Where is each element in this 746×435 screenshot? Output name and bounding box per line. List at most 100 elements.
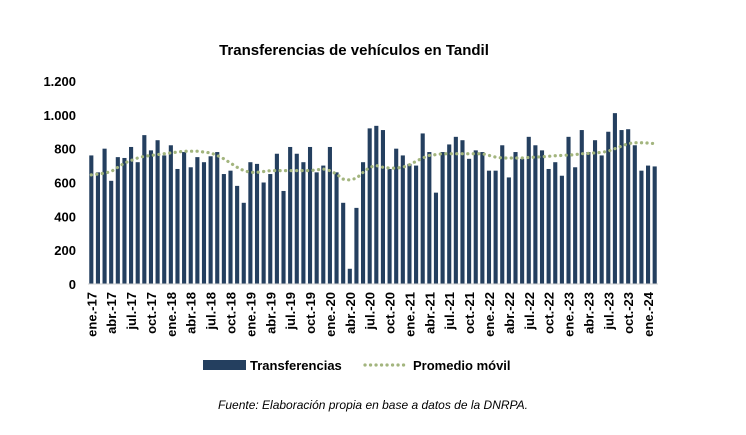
- bar: [407, 163, 412, 284]
- bar: [307, 146, 313, 284]
- bar: [241, 202, 246, 284]
- bar: [447, 144, 452, 284]
- bar: [115, 157, 120, 285]
- y-tick-label: 200: [54, 243, 76, 258]
- bar: [195, 157, 200, 285]
- bar: [361, 162, 366, 284]
- bar: [592, 140, 598, 284]
- bar: [248, 162, 253, 284]
- bar: [228, 170, 233, 284]
- x-tick-label: ene.-19: [243, 292, 258, 337]
- x-tick-label: oct.-23: [621, 292, 636, 334]
- bar: [612, 113, 617, 284]
- bar: [221, 174, 226, 284]
- x-tick-label: oct.-18: [224, 292, 239, 334]
- bar: [102, 148, 107, 284]
- x-tick-label: jul.-23: [601, 292, 616, 331]
- bar: [301, 162, 306, 284]
- bar: [500, 145, 505, 284]
- bar: [89, 155, 94, 284]
- bar: [380, 130, 385, 284]
- bar: [433, 192, 439, 284]
- source-note: Fuente: Elaboración propia en base a dat…: [218, 398, 528, 412]
- bar: [420, 133, 425, 284]
- x-tick-label: oct.-19: [303, 292, 318, 334]
- bar: [553, 162, 558, 284]
- legend-label-promedio-movil: Promedio móvil: [413, 358, 511, 373]
- bar: [201, 162, 207, 284]
- x-tick-label: jul.-20: [363, 292, 378, 331]
- bar: [327, 146, 332, 284]
- x-tick-label: abr.-18: [184, 292, 199, 334]
- x-tick-label: oct.-22: [542, 292, 557, 334]
- x-tick-label: ene.-21: [402, 292, 417, 337]
- bar: [453, 136, 458, 284]
- bar: [559, 175, 564, 284]
- x-tick-label: ene.-22: [482, 292, 497, 337]
- x-tick-label: abr.-22: [502, 292, 517, 334]
- bar: [142, 135, 147, 284]
- bar: [347, 268, 352, 284]
- legend: Transferencias Promedio móvil: [203, 358, 511, 373]
- bar: [334, 172, 339, 284]
- bar: [639, 170, 644, 284]
- x-tick-label: abr.-17: [104, 292, 119, 334]
- bar: [135, 162, 140, 284]
- bar: [520, 158, 525, 284]
- bar: [539, 150, 545, 284]
- bar: [321, 165, 326, 284]
- x-tick-label: abr.-21: [422, 292, 437, 334]
- bar: [586, 152, 591, 284]
- bar: [95, 172, 100, 284]
- bar: [473, 150, 478, 284]
- x-tick-label: jul.-22: [522, 292, 537, 331]
- bar: [109, 180, 114, 284]
- bar: [288, 146, 293, 284]
- bar: [294, 153, 299, 284]
- bar: [632, 145, 637, 284]
- x-tick-label: ene.-20: [323, 292, 338, 337]
- bar: [122, 157, 127, 284]
- bar: [168, 145, 173, 284]
- bar: [533, 145, 538, 284]
- bar: [427, 152, 432, 284]
- bar: [129, 146, 134, 284]
- bar: [606, 131, 611, 284]
- bar: [175, 168, 180, 284]
- bar: [354, 207, 359, 285]
- x-tick-label: ene.-24: [641, 291, 656, 337]
- legend-label-transferencias: Transferencias: [250, 358, 342, 373]
- y-tick-label: 1.000: [43, 108, 76, 123]
- y-axis: 0 200 400 600 800 1.000 1.200: [43, 74, 76, 292]
- y-tick-label: 800: [54, 142, 76, 157]
- bar: [235, 185, 240, 284]
- x-axis: ene.-17 abr.-17 jul.-17 oct.-17 ene.-18 abr.-…: [84, 291, 656, 337]
- bar: [526, 136, 531, 284]
- x-tick-label: abr.-19: [263, 292, 278, 334]
- bar: [513, 152, 518, 284]
- bar: [367, 128, 372, 284]
- bar: [460, 140, 465, 284]
- bar: [414, 165, 419, 284]
- x-tick-label: abr.-23: [581, 292, 596, 334]
- x-tick-label: oct.-21: [462, 292, 477, 334]
- y-tick-label: 0: [69, 277, 76, 292]
- bar: [314, 172, 319, 284]
- bar: [261, 182, 266, 284]
- bar: [480, 152, 485, 284]
- bar: [254, 163, 260, 284]
- bar: [493, 170, 498, 284]
- bar: [268, 174, 273, 284]
- bar: [546, 168, 551, 284]
- bar-series: [89, 113, 657, 285]
- legend-swatch-transferencias: [203, 360, 246, 370]
- x-tick-label: ene.-23: [562, 292, 577, 337]
- bar: [148, 150, 154, 284]
- bar: [394, 148, 399, 284]
- x-tick-label: jul.-18: [204, 292, 219, 331]
- bar: [208, 156, 213, 284]
- bar: [215, 152, 220, 284]
- bar: [281, 190, 286, 284]
- bar: [155, 140, 160, 284]
